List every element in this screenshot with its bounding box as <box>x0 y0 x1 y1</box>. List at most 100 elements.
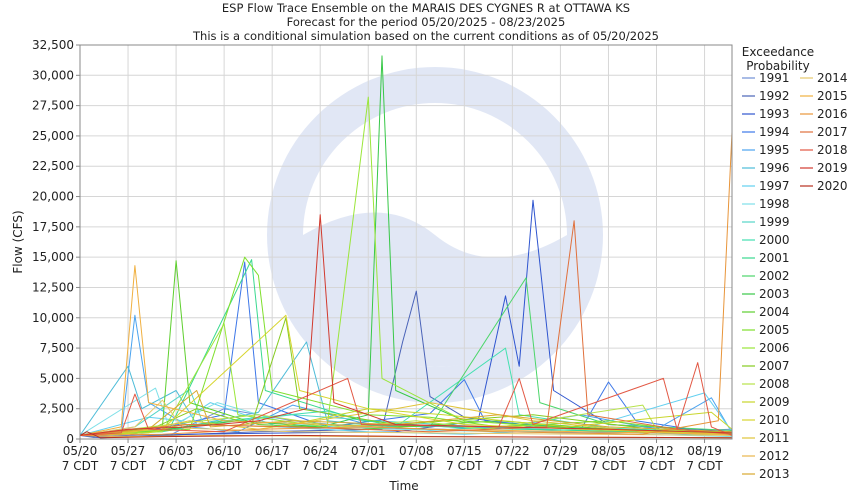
x-tick-label-time: 7 CDT <box>494 459 531 473</box>
x-tick-label-date: 07/22 <box>495 444 530 458</box>
legend-entry: 2000 <box>759 233 790 247</box>
legend-entry: 2018 <box>817 143 848 157</box>
legend-title-line: Exceedance <box>742 45 814 59</box>
chart-title: ESP Flow Trace Ensemble on the MARAIS DE… <box>222 1 630 15</box>
x-tick-label-date: 05/20 <box>63 444 98 458</box>
legend-title: Exceedance Probability <box>742 45 814 73</box>
legend-entry: 1991 <box>759 71 790 85</box>
series-line-2007 <box>79 317 733 436</box>
series-line-2015 <box>79 265 733 436</box>
legend-entry: 2006 <box>759 341 790 355</box>
series-line-1997 <box>79 392 733 436</box>
y-axis-ticks: 0 2,500 5,000 7,500 10,000 12,500 15,000 17,500… <box>32 38 80 446</box>
legend-entry: 2009 <box>759 395 790 409</box>
legend: Exceedance Probability 1991 1992 1993 1994 19… <box>742 45 848 481</box>
legend-entry: 2012 <box>759 449 790 463</box>
y-tick-label: 2,500 <box>40 402 74 416</box>
legend-entry: 2007 <box>759 359 790 373</box>
legend-entry: 1999 <box>759 215 790 229</box>
y-tick-label: 32,500 <box>32 38 74 52</box>
y-axis-label: Flow (CFS) <box>11 210 25 273</box>
x-tick-label-time: 7 CDT <box>254 459 291 473</box>
legend-entry: 2010 <box>759 413 790 427</box>
x-tick-label-date: 07/08 <box>399 444 434 458</box>
y-tick-label: 12,500 <box>32 280 74 294</box>
x-tick-label-date: 05/27 <box>111 444 146 458</box>
x-tick-label-date: 06/24 <box>303 444 338 458</box>
x-tick-label-date: 08/05 <box>591 444 626 458</box>
series-line-2019 <box>79 214 733 436</box>
x-tick-label-date: 07/01 <box>351 444 386 458</box>
legend-entry: 2001 <box>759 251 790 265</box>
legend-entry: 2017 <box>817 125 848 139</box>
x-tick-label-time: 7 CDT <box>590 459 627 473</box>
series-line-2008 <box>79 404 733 436</box>
series-line-2013 <box>79 390 733 436</box>
x-axis-label: Time <box>388 479 418 493</box>
y-tick-label: 5,000 <box>40 371 74 385</box>
x-tick-label-date: 08/12 <box>639 444 674 458</box>
legend-entry: 2015 <box>817 89 848 103</box>
series-line-2006 <box>79 96 733 436</box>
x-tick-label-date: 07/15 <box>447 444 482 458</box>
y-tick-label: 20,000 <box>32 190 74 204</box>
y-tick-label: 0 <box>66 432 74 446</box>
legend-title-line: Probability <box>746 59 809 73</box>
x-tick-label-time: 7 CDT <box>350 459 387 473</box>
legend-entry: 2008 <box>759 377 790 391</box>
x-tick-label-time: 7 CDT <box>542 459 579 473</box>
legend-entry: 1994 <box>759 125 790 139</box>
y-tick-label: 17,500 <box>32 220 74 234</box>
watermark-inner <box>303 103 567 367</box>
x-tick-label-date: 06/17 <box>255 444 290 458</box>
y-tick-label: 25,000 <box>32 129 74 143</box>
grid-lines <box>79 44 732 440</box>
legend-entry: 1995 <box>759 143 790 157</box>
x-tick-label-time: 7 CDT <box>302 459 339 473</box>
y-tick-label: 10,000 <box>32 311 74 325</box>
x-tick-label-time: 7 CDT <box>110 459 147 473</box>
chart-subtitle-period: Forecast for the period 05/20/2025 - 08/… <box>287 15 566 29</box>
y-tick-label: 7,500 <box>40 341 74 355</box>
x-tick-label-date: 06/10 <box>207 444 242 458</box>
x-tick-label-time: 7 CDT <box>638 459 675 473</box>
legend-entry: 2011 <box>759 431 790 445</box>
series-line-2017 <box>79 220 733 436</box>
watermark-wave <box>303 212 567 367</box>
y-tick-label: 22,500 <box>32 159 74 173</box>
legend-entry: 1992 <box>759 89 790 103</box>
series-line-2016 <box>79 132 733 436</box>
x-tick-label-date: 08/19 <box>687 444 722 458</box>
legend-entry: 2013 <box>759 467 790 481</box>
legend-entry: 2019 <box>817 161 848 175</box>
legend-entry: 2020 <box>817 179 848 193</box>
series-line-2020 <box>79 431 733 439</box>
series-line-2004 <box>79 260 733 436</box>
y-tick-label: 27,500 <box>32 99 74 113</box>
x-tick-label-time: 7 CDT <box>62 459 99 473</box>
x-tick-label-time: 7 CDT <box>158 459 195 473</box>
x-tick-label-date: 06/03 <box>159 444 194 458</box>
chart-subtitle-conditions: This is a conditional simulation based o… <box>192 29 659 43</box>
watermark-disc <box>267 67 603 403</box>
legend-entry: 2002 <box>759 269 790 283</box>
legend-entry: 2003 <box>759 287 790 301</box>
y-tick-label: 15,000 <box>32 250 74 264</box>
x-tick-label-time: 7 CDT <box>398 459 435 473</box>
plot-frame <box>79 44 733 440</box>
legend-entry: 2005 <box>759 323 790 337</box>
x-tick-label-time: 7 CDT <box>206 459 243 473</box>
legend-entry: 1998 <box>759 197 790 211</box>
x-tick-label-time: 7 CDT <box>446 459 483 473</box>
noaa-watermark <box>267 67 603 403</box>
legend-entry: 2004 <box>759 305 790 319</box>
legend-entry: 2014 <box>817 71 848 85</box>
legend-entry: 2016 <box>817 107 848 121</box>
x-tick-label-date: 07/29 <box>543 444 578 458</box>
series-lines <box>79 55 733 439</box>
legend-entry: 1996 <box>759 161 790 175</box>
legend-entry: 1993 <box>759 107 790 121</box>
legend-entry: 1997 <box>759 179 790 193</box>
